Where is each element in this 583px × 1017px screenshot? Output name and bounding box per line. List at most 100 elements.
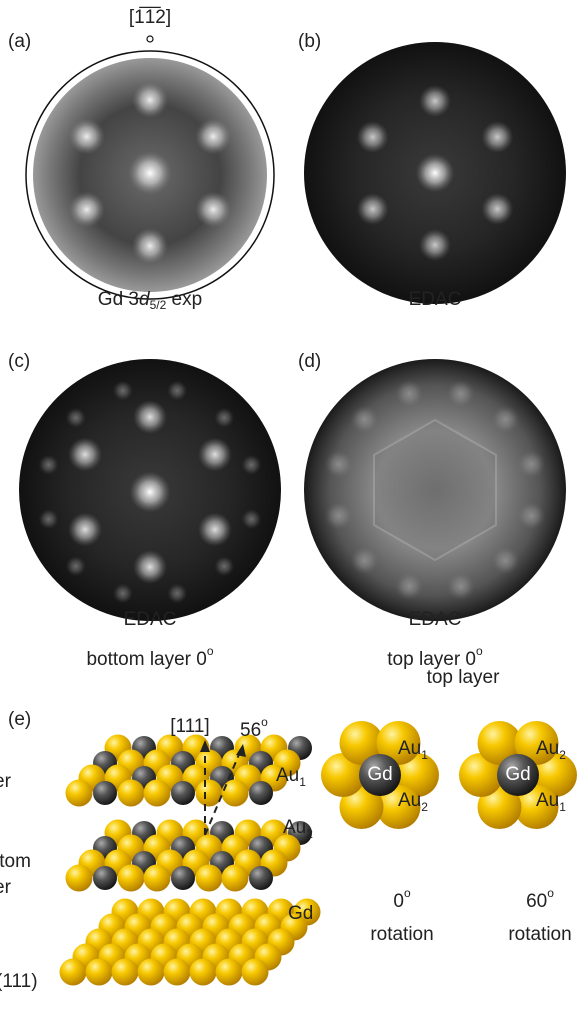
spot — [167, 381, 187, 401]
gd-atom — [171, 781, 195, 805]
atom-label-sub: 2 — [421, 800, 428, 814]
atom-label-text: Au — [276, 765, 299, 786]
caption-sub: 5/2 — [150, 298, 167, 312]
atom-label-text: Au — [536, 738, 559, 759]
gd-atom — [93, 866, 117, 890]
spot — [69, 119, 105, 155]
spot — [198, 513, 232, 547]
atom-label-text: Au — [283, 817, 306, 838]
spot — [167, 583, 187, 603]
au-atom — [242, 959, 269, 986]
spot — [419, 229, 451, 261]
atom-label-sub: 1 — [299, 775, 306, 789]
spot — [447, 379, 475, 407]
spot — [481, 193, 513, 225]
caption-text: Gd 3 — [98, 289, 139, 310]
atom-label-text: Au — [398, 790, 421, 811]
spot — [324, 502, 352, 530]
au-atom — [112, 959, 139, 986]
spot — [39, 509, 59, 529]
spot — [357, 121, 389, 153]
au-atom — [216, 959, 243, 986]
au-atom — [118, 865, 145, 892]
spot — [133, 400, 167, 434]
side-label: er — [0, 771, 12, 792]
atom-label-sub: 1 — [559, 800, 566, 814]
spot — [481, 121, 513, 153]
spot — [395, 573, 423, 601]
spot — [128, 151, 171, 194]
panel-label: (a) — [8, 31, 31, 52]
au-atom — [196, 780, 223, 807]
spot — [132, 228, 168, 264]
atom-label-sub: 2 — [306, 827, 313, 841]
angle-text: 60 — [526, 891, 547, 912]
side-label: er — [0, 877, 12, 898]
au-atom — [144, 865, 171, 892]
angle-text: 56 — [240, 720, 261, 741]
au-atom — [190, 959, 217, 986]
au-atom — [66, 780, 93, 807]
atom-label: Au2 — [536, 738, 566, 762]
rotation-caption: rotation — [370, 924, 433, 945]
angle-sup: o — [261, 715, 268, 729]
spot — [66, 408, 86, 428]
atom-label-sub: 1 — [421, 748, 428, 762]
atom-label: Au2 — [283, 817, 313, 841]
spot — [241, 509, 261, 529]
au-atom — [118, 780, 145, 807]
spot — [68, 513, 102, 547]
atom-label: Au1 — [276, 765, 306, 789]
au-atom — [144, 780, 171, 807]
atom-label-sub: 2 — [559, 748, 566, 762]
caption: EDAC — [409, 289, 462, 310]
au-atom — [222, 865, 249, 892]
spot — [416, 154, 454, 192]
panel-label: (b) — [298, 31, 321, 52]
spot — [113, 583, 133, 603]
caption-sup: o — [207, 644, 214, 658]
side-label: ttom — [0, 851, 31, 872]
figure: (a) (b) (c) (d) [1̅1̅2] Gd 3d5/2 exp EDA… — [0, 0, 583, 1017]
rotation-angle: 0o — [393, 886, 411, 912]
spot — [198, 438, 232, 472]
caption-text: exp — [166, 289, 202, 310]
spot — [39, 455, 59, 475]
panel-label: (d) — [298, 351, 321, 372]
rotation-angle: 60o — [526, 886, 554, 912]
spot — [419, 85, 451, 117]
side-label: (111) — [0, 971, 38, 992]
spot — [324, 450, 352, 478]
caption-text: bottom layer 0 — [86, 649, 206, 670]
angle-text: 0 — [393, 891, 404, 912]
atom-label-text: Au — [536, 790, 559, 811]
spot — [66, 556, 86, 576]
au-atom — [66, 865, 93, 892]
spot — [447, 573, 475, 601]
spot — [133, 550, 167, 584]
caption-sup: o — [476, 644, 483, 658]
gd-atom — [93, 781, 117, 805]
spot — [357, 193, 389, 225]
au-atom — [196, 865, 223, 892]
spot — [132, 82, 168, 118]
gd-atom — [171, 866, 195, 890]
au-atom — [86, 959, 113, 986]
au-atom — [222, 780, 249, 807]
au-atom — [138, 959, 165, 986]
atom-label: Au1 — [398, 738, 428, 762]
spot — [113, 381, 133, 401]
direction-marker — [147, 36, 153, 42]
panel-label: (e) — [8, 709, 31, 730]
top-layer-models: GdAu1Au20orotationGdAu2Au160orotation — [321, 721, 577, 945]
gd-atom — [249, 781, 273, 805]
au-atom — [60, 959, 87, 986]
angle-sup: o — [404, 886, 411, 900]
spot — [350, 405, 378, 433]
gd-atom — [249, 866, 273, 890]
au-atom — [164, 959, 191, 986]
spot — [518, 450, 546, 478]
spot — [214, 556, 234, 576]
panel-label: (c) — [8, 351, 30, 372]
direction-label: [1̅1̅2] — [129, 7, 171, 28]
